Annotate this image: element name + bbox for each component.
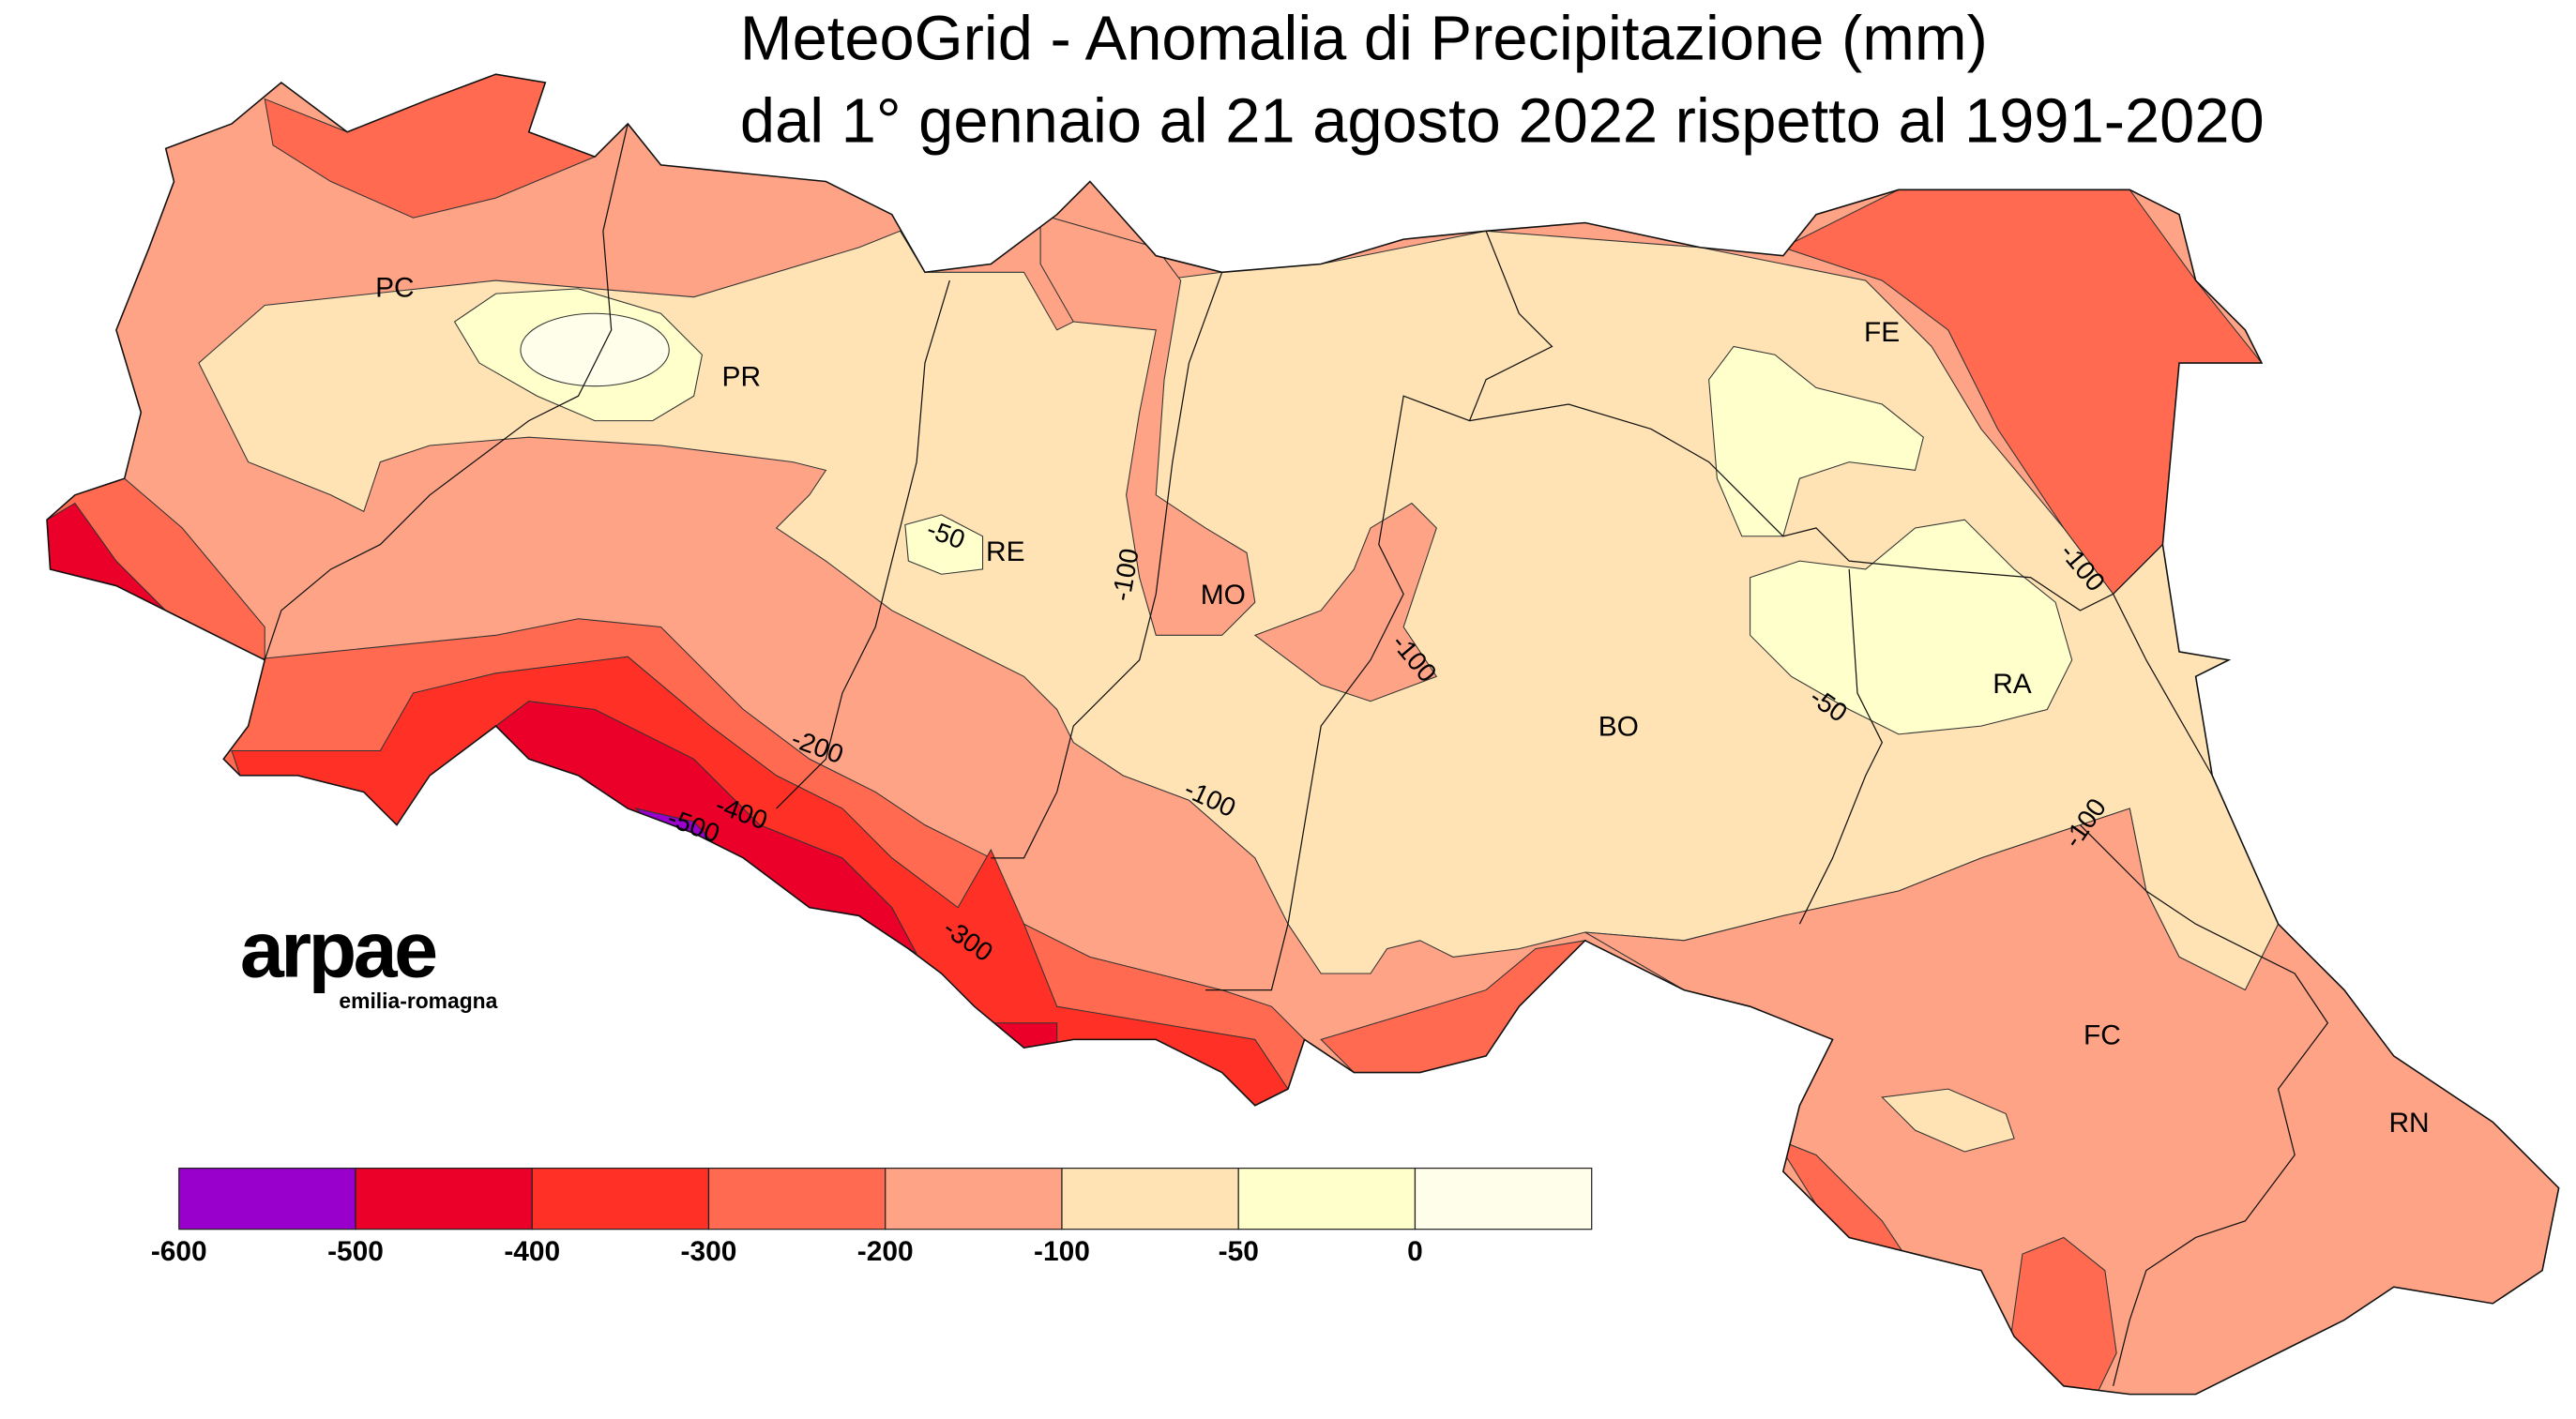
- province-label-re: RE: [986, 536, 1025, 567]
- legend-tick-label: -50: [1219, 1236, 1259, 1267]
- color-legend: -600 -500 -400 -300 -200 -100 -50 0: [151, 1167, 1593, 1267]
- logo-name: arpae: [240, 906, 436, 994]
- legend-swatch: [355, 1167, 533, 1230]
- legend-swatch: [1414, 1167, 1593, 1230]
- zone-modena-strip: [1039, 214, 1256, 636]
- province-label-pc: PC: [375, 273, 415, 304]
- province-label-ra: RA: [1993, 669, 2032, 700]
- province-label-fc: FC: [2084, 1020, 2121, 1051]
- province-labels: PC PR RE MO BO FE RA FC RN: [375, 273, 2430, 1139]
- zone-re-yellow: [904, 514, 984, 575]
- legend-tick-label: -300: [681, 1236, 737, 1267]
- zone-ra-yellow: [1750, 519, 2073, 735]
- legend-swatch: [885, 1167, 1063, 1230]
- legend-tick-label: -500: [327, 1236, 384, 1267]
- legend-tick-label: -100: [1034, 1236, 1090, 1267]
- legend-tick-label: -600: [151, 1236, 207, 1267]
- legend-tick-label: -400: [504, 1236, 560, 1267]
- province-label-fe: FE: [1864, 317, 1900, 348]
- province-label-mo: MO: [1201, 580, 1246, 611]
- logo-subtitle: emilia-romagna: [339, 989, 497, 1013]
- legend-swatch: [1237, 1167, 1417, 1230]
- province-label-pr: PR: [722, 362, 762, 393]
- legend-swatch: [707, 1167, 886, 1230]
- zone-bologna-blob: [1253, 502, 1438, 702]
- zone-fe-yellow: [1708, 345, 1924, 537]
- map-title-line1: MeteoGrid - Anomalia di Precipitazione (…: [740, 3, 1988, 73]
- zone-forli-blob: [1881, 1088, 2015, 1153]
- legend-swatch: [1061, 1167, 1239, 1230]
- arpae-logo: arpae emilia-romagna: [240, 906, 498, 1013]
- province-label-rn: RN: [2388, 1108, 2429, 1139]
- legend-swatch: [178, 1167, 356, 1230]
- legend-swatch: [531, 1167, 710, 1230]
- legend-tick-label: 0: [1407, 1236, 1423, 1267]
- province-boundaries: [264, 123, 2329, 1386]
- map-title-line2: dal 1° gennaio al 21 agosto 2022 rispett…: [740, 85, 2265, 156]
- zone-parma-core: [520, 312, 670, 387]
- legend-tick-label: -200: [857, 1236, 914, 1267]
- province-label-bo: BO: [1599, 712, 1639, 743]
